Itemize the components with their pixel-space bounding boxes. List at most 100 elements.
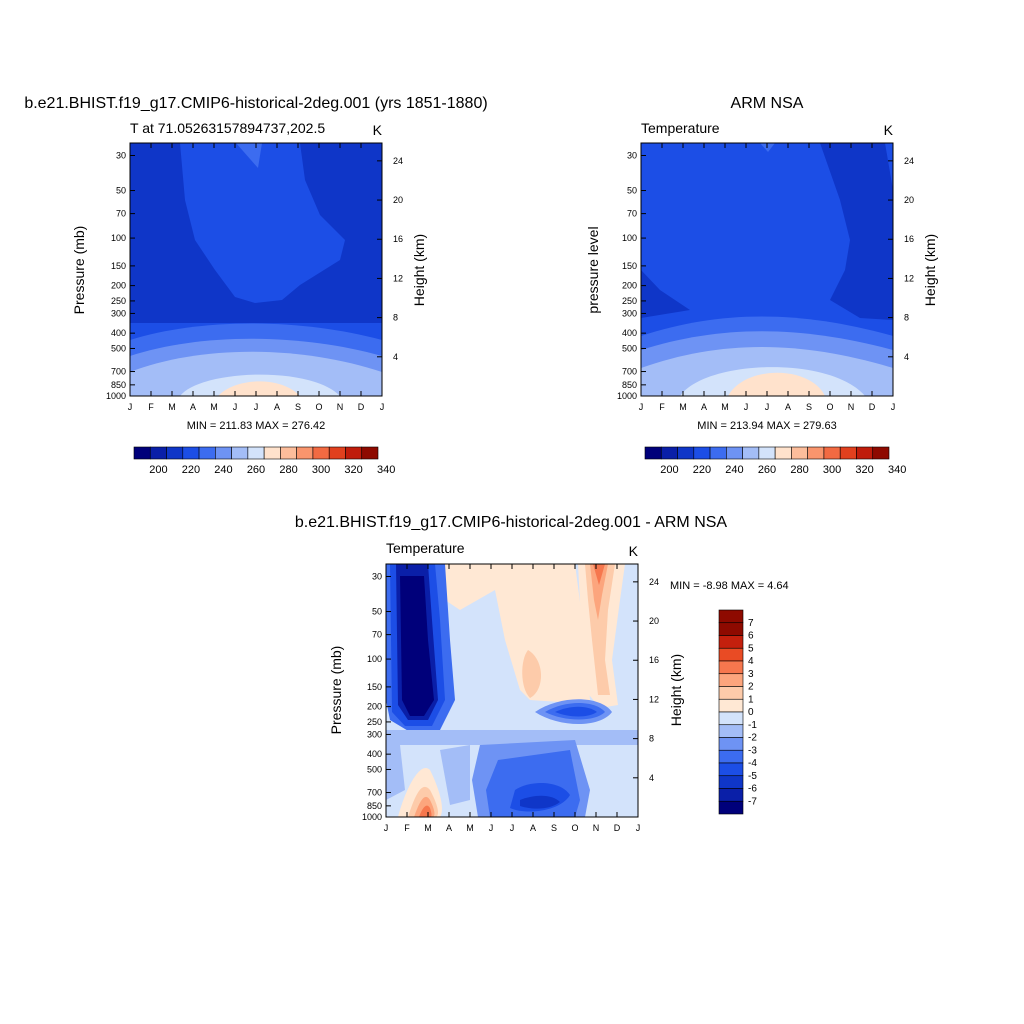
y-tick-label: 700 bbox=[367, 788, 382, 798]
y-right-tick-label: 16 bbox=[649, 655, 659, 665]
colorbar-label: 200 bbox=[149, 464, 167, 476]
y-tick-label: 150 bbox=[367, 682, 382, 692]
colorbar-label: 240 bbox=[214, 464, 232, 476]
colorbar-swatch bbox=[718, 698, 744, 713]
y-tick-label: 250 bbox=[367, 717, 382, 727]
panel-diff: b.e21.BHIST.f19_g17.CMIP6-historical-2de… bbox=[295, 514, 789, 833]
x-tick-label: A bbox=[446, 823, 452, 833]
colorbar-label: 260 bbox=[758, 464, 776, 476]
y-tick-label: 850 bbox=[367, 801, 382, 811]
colorbar-swatch bbox=[198, 446, 216, 460]
colorbar-swatch bbox=[758, 446, 776, 460]
colorbar-label: 5 bbox=[748, 643, 754, 654]
y-right-tick-label: 20 bbox=[904, 195, 914, 205]
colorbar-swatch bbox=[718, 622, 744, 636]
y-right-tick-label: 16 bbox=[393, 234, 403, 244]
colorbar-label: 280 bbox=[790, 464, 808, 476]
y-right-tick-label: 16 bbox=[904, 234, 914, 244]
colorbar-swatch bbox=[231, 446, 249, 460]
x-tick-label: J bbox=[233, 402, 238, 412]
colorbar-swatch bbox=[718, 800, 744, 815]
panel-title: b.e21.BHIST.f19_g17.CMIP6-historical-2de… bbox=[295, 514, 728, 531]
colorbar-label: 200 bbox=[660, 464, 678, 476]
colorbar-swatch bbox=[718, 737, 744, 751]
colorbar-swatch bbox=[280, 446, 297, 460]
y-tick-label: 300 bbox=[111, 308, 126, 318]
x-tick-label: A bbox=[274, 402, 280, 412]
colorbar-swatch bbox=[215, 446, 232, 460]
colorbar-label: 240 bbox=[725, 464, 743, 476]
colorbar-swatch bbox=[247, 446, 265, 460]
y-tick-label: 400 bbox=[622, 328, 637, 338]
colorbar-swatch bbox=[312, 446, 330, 460]
y-tick-label: 500 bbox=[622, 343, 637, 353]
y-axis-right-label: Height (km) bbox=[668, 654, 684, 726]
min-max-label: MIN = -8.98 MAX = 4.64 bbox=[670, 580, 789, 592]
y-right-tick-label: 4 bbox=[393, 352, 398, 362]
panel-left-label: T at 71.05263157894737,202.5 bbox=[130, 120, 325, 136]
colorbar-swatch bbox=[718, 711, 744, 726]
y-tick-label: 500 bbox=[111, 343, 126, 353]
y-tick-label: 400 bbox=[367, 749, 382, 759]
panel-left-label: Temperature bbox=[641, 120, 720, 136]
panel-title: b.e21.BHIST.f19_g17.CMIP6-historical-2de… bbox=[24, 95, 487, 112]
y-tick-label: 500 bbox=[367, 764, 382, 774]
x-tick-label: J bbox=[765, 402, 770, 412]
colorbar-label: -1 bbox=[748, 720, 757, 731]
y-tick-label: 50 bbox=[627, 186, 637, 196]
colorbar-label: -4 bbox=[748, 758, 757, 769]
min-max-label: MIN = 211.83 MAX = 276.42 bbox=[187, 420, 326, 432]
y-tick-label: 200 bbox=[111, 281, 126, 291]
colorbar-label: 1 bbox=[748, 694, 754, 705]
y-tick-label: 150 bbox=[622, 261, 637, 271]
x-tick-label: N bbox=[593, 823, 600, 833]
y-tick-label: 300 bbox=[367, 729, 382, 739]
colorbar-label: -2 bbox=[748, 733, 757, 744]
colorbar-label: 300 bbox=[823, 464, 841, 476]
y-axis-right-label: Height (km) bbox=[411, 234, 427, 306]
colorbar-swatch bbox=[133, 446, 151, 460]
x-tick-label: A bbox=[530, 823, 536, 833]
colorbar-label: -7 bbox=[748, 796, 757, 807]
colorbar-label: -3 bbox=[748, 745, 757, 756]
x-tick-label: O bbox=[315, 402, 322, 412]
colorbar-label: 280 bbox=[279, 464, 297, 476]
colorbar-swatch bbox=[644, 446, 662, 460]
axes-ticks: J F M A M J J A S O N D J 30 50 70 100 150 200 250 300 400 500… bbox=[106, 143, 403, 412]
y-right-tick-label: 12 bbox=[393, 273, 403, 283]
x-tick-label: M bbox=[679, 402, 687, 412]
colorbar-swatch bbox=[693, 446, 711, 460]
x-tick-label: O bbox=[826, 402, 833, 412]
colorbar-swatch bbox=[823, 446, 841, 460]
x-tick-label: S bbox=[295, 402, 301, 412]
x-tick-label: A bbox=[190, 402, 196, 412]
x-tick-label: F bbox=[148, 402, 154, 412]
x-tick-label: J bbox=[384, 823, 389, 833]
x-tick-label: M bbox=[466, 823, 474, 833]
colorbar-label: 260 bbox=[247, 464, 265, 476]
x-tick-label: J bbox=[380, 402, 385, 412]
colorbar-swatch bbox=[718, 647, 744, 662]
y-tick-label: 30 bbox=[116, 151, 126, 161]
y-tick-label: 100 bbox=[111, 233, 126, 243]
colorbar-swatch bbox=[742, 446, 760, 460]
x-tick-label: N bbox=[337, 402, 344, 412]
y-tick-label: 300 bbox=[622, 308, 637, 318]
y-tick-label: 100 bbox=[622, 233, 637, 243]
y-tick-label: 250 bbox=[622, 296, 637, 306]
x-tick-label: F bbox=[404, 823, 410, 833]
x-tick-label: J bbox=[636, 823, 641, 833]
colorbar-swatch bbox=[263, 446, 281, 460]
colorbar-swatch bbox=[774, 446, 792, 460]
y-right-tick-label: 8 bbox=[904, 313, 909, 323]
y-tick-label: 200 bbox=[367, 702, 382, 712]
y-right-tick-label: 24 bbox=[649, 577, 659, 587]
panel-units-label: K bbox=[373, 122, 383, 138]
y-right-tick-label: 12 bbox=[904, 273, 914, 283]
colorbar-label: 320 bbox=[855, 464, 873, 476]
colorbar-swatch bbox=[726, 446, 743, 460]
x-tick-label: A bbox=[701, 402, 707, 412]
y-tick-label: 50 bbox=[116, 186, 126, 196]
